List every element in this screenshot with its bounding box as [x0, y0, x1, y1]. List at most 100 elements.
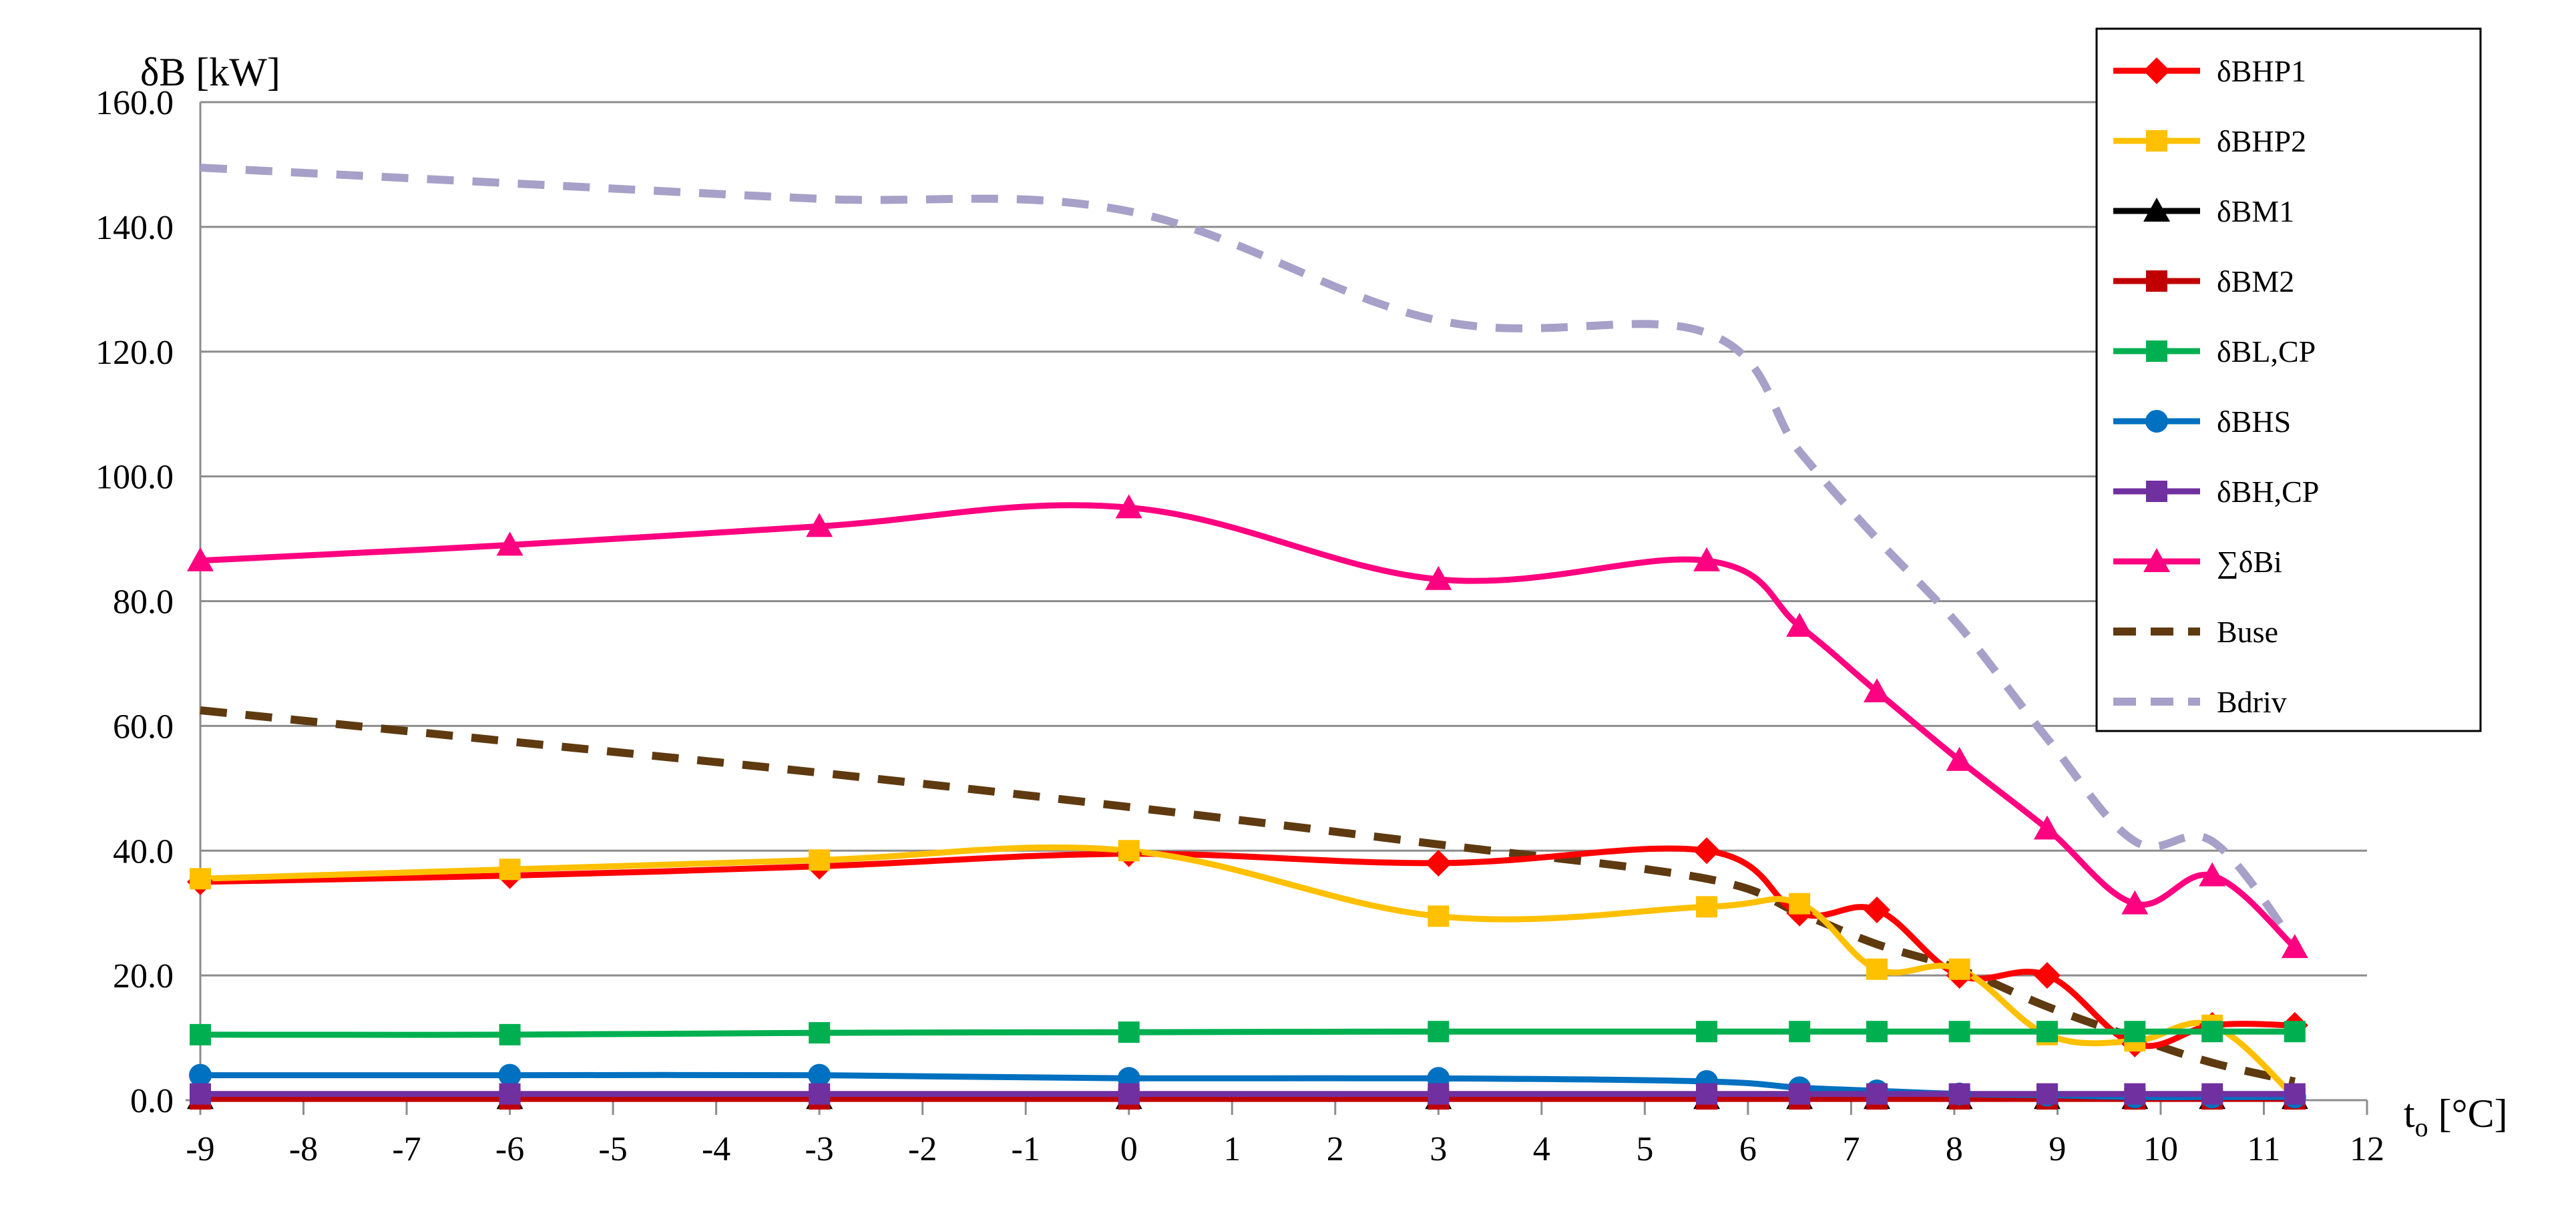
y-tick-label: 80.0 [113, 583, 174, 622]
series-4-point [2036, 1021, 2058, 1043]
series-4-point [190, 1023, 211, 1045]
series-5-point [808, 1063, 831, 1087]
series-9-line [200, 164, 2298, 947]
series-4-point [1428, 1021, 1450, 1043]
x-tick-label: 6 [1739, 1130, 1757, 1168]
series-1-point [190, 868, 211, 890]
series-6-point [1948, 1083, 1970, 1105]
legend-label-7: ∑δBi [2217, 545, 2282, 579]
series-6-point [2124, 1083, 2146, 1105]
series-6-point [2201, 1083, 2223, 1105]
x-axis-title-subscript: o [2415, 1112, 2428, 1142]
series-6-point [1118, 1083, 1140, 1105]
series-1-point [1428, 905, 1450, 927]
series-0-point [2033, 962, 2061, 989]
series-6-point [1696, 1083, 1718, 1105]
series-4-point [809, 1022, 831, 1044]
series-4-point [499, 1023, 521, 1045]
y-tick-label: 120.0 [95, 334, 174, 372]
x-tick-label: 7 [1842, 1130, 1860, 1168]
series-6-point [1428, 1083, 1450, 1105]
legend-label-5: δBHS [2217, 405, 2291, 439]
series-7-point [1946, 746, 1973, 771]
legend-label-6: δBH,CP [2217, 475, 2319, 509]
series-7-point [1864, 678, 1891, 702]
y-tick-label: 40.0 [113, 832, 174, 871]
series-4-line [197, 1028, 2298, 1038]
series-5-point [498, 1063, 521, 1087]
x-tick-label: 1 [1223, 1130, 1241, 1168]
y-axis-title: δB [kW] [140, 50, 280, 94]
x-tick-label: -6 [495, 1130, 524, 1168]
legend-label-3: δBM2 [2217, 264, 2294, 298]
legend-marker-6 [2146, 481, 2167, 502]
series-7-point [2121, 890, 2149, 915]
series-6-point [1866, 1083, 1888, 1105]
legend-label-2: δBM1 [2217, 194, 2294, 228]
legend-label-4: δBL,CP [2217, 334, 2316, 369]
series-0-point [1693, 837, 1721, 865]
legend-label-0: δBHP1 [2217, 54, 2306, 88]
x-tick-label: 8 [1946, 1130, 1963, 1168]
x-tick-label: 2 [1327, 1130, 1344, 1168]
series-1-point [809, 849, 831, 871]
series-1-point [1866, 958, 1888, 980]
x-tick-label: -8 [289, 1130, 318, 1168]
series-4-point [1948, 1021, 1970, 1043]
series-7-point [2199, 862, 2226, 887]
series-markers [187, 494, 2308, 1110]
legend-marker-7 [2143, 548, 2170, 572]
series-0-point [1425, 849, 1452, 877]
x-tick-label: -7 [392, 1130, 421, 1168]
x-tick-label: 0 [1120, 1130, 1138, 1168]
series-6-point [809, 1083, 831, 1105]
legend: δBHP1 δBHP2 δBM1 δBM2 δBL,CP δBHS δBH,CP ∑δBi Bu… [2095, 27, 2482, 732]
series-4-point [1866, 1021, 1888, 1043]
gridlines [200, 101, 2367, 977]
series-7-point [1693, 547, 1721, 571]
axes: 0.0 20.0 40.0 60.0 80.0 100.0 120.0 140.0 160.0 -… [95, 84, 2384, 1168]
y-tick-label: 160.0 [95, 84, 174, 122]
series-5-point [189, 1063, 212, 1087]
series-7-point [2033, 815, 2061, 840]
legend-marker-4 [2146, 340, 2167, 362]
series-1-point [1696, 896, 1718, 918]
y-tick-label: 60.0 [113, 708, 174, 746]
series-4-point [1118, 1021, 1140, 1043]
y-tick-label: 20.0 [113, 957, 174, 995]
series-4-point [2201, 1021, 2223, 1043]
x-axis-title-main: t [2404, 1091, 2415, 1136]
series-1-point [1789, 893, 1811, 915]
series-6-point [2284, 1083, 2306, 1105]
series-4-point [2284, 1021, 2306, 1043]
series-7-point [806, 513, 833, 537]
series-7-point [1786, 612, 1813, 637]
x-tick-label: -1 [1012, 1130, 1040, 1168]
series-4-point [1789, 1021, 1811, 1043]
x-tick-label: -3 [805, 1130, 833, 1168]
series-7-point [496, 531, 523, 556]
series-1-point [499, 859, 521, 881]
series-4-point [2124, 1021, 2146, 1043]
x-tick-label: -4 [702, 1130, 730, 1168]
series-1-line [197, 844, 2298, 1100]
series-lines [197, 164, 2298, 1102]
series-7-point [1425, 565, 1452, 590]
legend-marker-2 [2143, 198, 2170, 222]
x-axis-title-unit: [°C] [2428, 1091, 2508, 1136]
y-tick-label: 100.0 [95, 459, 174, 497]
x-tick-label: 5 [1636, 1130, 1653, 1168]
y-tick-label: 0.0 [130, 1082, 174, 1120]
series-0-line [197, 845, 2298, 1049]
series-1-point [1118, 840, 1140, 862]
series-4-point [1696, 1021, 1718, 1043]
x-tick-label: 11 [2247, 1130, 2280, 1168]
series-7-point [2281, 934, 2308, 959]
x-axis-title: to [°C] [2404, 1091, 2508, 1142]
series-7-line [197, 502, 2298, 951]
x-tick-label: -2 [908, 1130, 937, 1168]
x-tick-label: 9 [2049, 1130, 2066, 1168]
legend-marker-3 [2146, 270, 2167, 292]
x-tick-label: 12 [2350, 1130, 2384, 1168]
